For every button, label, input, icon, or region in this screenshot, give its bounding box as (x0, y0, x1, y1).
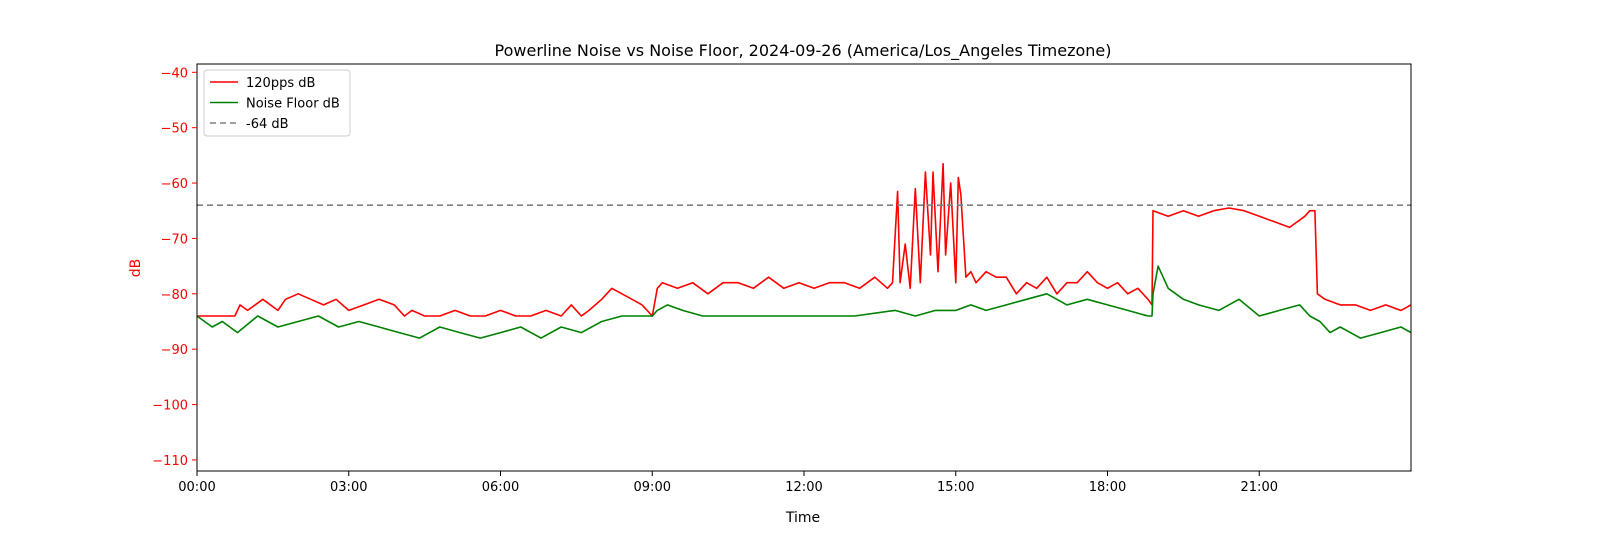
plot-layer: 00:00 03:00 06:00 09:00 12:00 15:00 18:00 21:00… (152, 63, 1412, 495)
series-line-2 (196, 265, 1412, 339)
legend-label: -64 dB (246, 117, 289, 132)
y-tick-label: −100 (152, 399, 188, 414)
x-tick-label: 06:00 (482, 480, 519, 495)
x-axis-label: Time (785, 510, 820, 526)
legend-label: Noise Floor dB (246, 97, 340, 112)
series-line-1 (197, 162, 1412, 317)
x-tick-label: 21:00 (1241, 480, 1278, 495)
legend-label: 120pps dB (246, 76, 315, 91)
y-tick-label: −40 (161, 66, 188, 81)
x-tick-label: 03:00 (330, 480, 367, 495)
x-tick-label: 12:00 (785, 480, 822, 495)
y-tick-label: −80 (161, 288, 188, 303)
y-axis-label: dB (128, 259, 144, 278)
x-tick-label: 09:00 (634, 480, 671, 495)
y-tick-label: −60 (161, 177, 188, 192)
y-tick-label: −50 (161, 122, 188, 137)
legend-box (203, 69, 351, 137)
y-tick-label: −90 (161, 343, 188, 358)
y-tick-label: −70 (161, 232, 188, 247)
y-tick-label: −110 (152, 454, 188, 469)
x-tick-label: 15:00 (937, 480, 974, 495)
x-tick-label: 18:00 (1089, 480, 1126, 495)
plot-frame (196, 63, 1412, 472)
chart-title: Powerline Noise vs Noise Floor, 2024-09-… (495, 41, 1112, 61)
x-tick-label: 00:00 (178, 480, 215, 495)
